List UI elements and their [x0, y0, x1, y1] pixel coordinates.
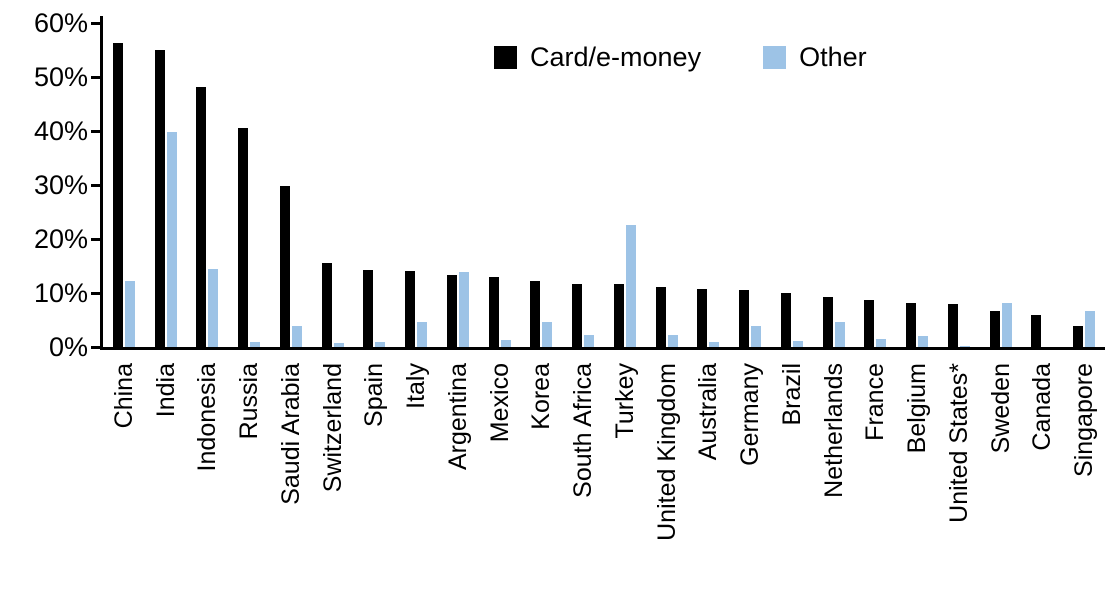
- bar-card-e-money: [363, 270, 374, 347]
- bar-other: [625, 225, 636, 347]
- x-axis-label: United Kingdom: [652, 363, 681, 541]
- bar-other: [792, 341, 803, 347]
- bar-card-e-money: [1031, 315, 1042, 347]
- bar-card-e-money: [613, 284, 624, 347]
- x-axis-label: Sweden: [986, 363, 1015, 454]
- bar-card-e-money: [572, 284, 583, 347]
- y-tick-label: 30%: [33, 170, 88, 200]
- bar-card-e-money: [739, 290, 750, 347]
- y-tick-label: 60%: [33, 8, 88, 38]
- x-axis-label: Saudi Arabia: [276, 363, 305, 505]
- legend: Card/e-money Other: [494, 42, 867, 73]
- y-tick: [91, 21, 101, 25]
- y-tick: [91, 183, 101, 187]
- bar-other: [417, 322, 428, 347]
- x-axis-label: Australia: [694, 363, 723, 461]
- x-axis-label: Indonesia: [193, 363, 222, 472]
- bar-card-e-money: [864, 300, 875, 347]
- legend-item-card-e-money: Card/e-money: [494, 42, 701, 73]
- x-axis-label: Canada: [1028, 363, 1057, 451]
- bar-card-e-money: [1073, 326, 1084, 347]
- bar-card-e-money: [238, 128, 249, 347]
- bar-card-e-money: [196, 87, 207, 347]
- bar-other: [375, 342, 386, 347]
- bar-other: [166, 132, 177, 347]
- bar-card-e-money: [822, 297, 833, 347]
- y-tick: [91, 291, 101, 295]
- bar-other: [876, 339, 887, 347]
- x-axis-label: France: [861, 363, 890, 441]
- bar-card-e-money: [530, 281, 541, 347]
- legend-label-card-e-money: Card/e-money: [530, 42, 702, 72]
- bar-other: [959, 346, 970, 347]
- legend-label-other: Other: [799, 42, 867, 72]
- y-tick-label: 20%: [33, 224, 88, 254]
- x-axis-label: Turkey: [610, 363, 639, 439]
- y-tick-label: 40%: [33, 116, 88, 146]
- bar-other: [500, 340, 511, 347]
- bar-other: [834, 322, 845, 347]
- x-axis-label: Russia: [235, 363, 264, 440]
- bar-card-e-money: [321, 263, 332, 347]
- x-axis-label: United States*: [944, 363, 973, 523]
- y-tick: [91, 237, 101, 241]
- x-axis-label: Argentina: [443, 363, 472, 471]
- x-axis-label: Switzerland: [318, 363, 347, 493]
- x-axis-label: South Africa: [569, 363, 598, 498]
- x-axis-label: Italy: [402, 363, 431, 409]
- x-axis-label: Mexico: [485, 363, 514, 443]
- bar-card-e-money: [655, 287, 666, 347]
- bar-other: [918, 336, 929, 347]
- bar-card-e-money: [405, 271, 416, 347]
- bar-other: [751, 326, 762, 347]
- bar-other: [1001, 303, 1012, 347]
- bar-card-e-money: [906, 303, 917, 347]
- x-axis-label: Spain: [360, 363, 389, 427]
- bar-card-e-money: [488, 277, 499, 347]
- x-axis-label: Brazil: [777, 363, 806, 426]
- x-axis-label: Singapore: [1070, 363, 1099, 477]
- legend-item-other: Other: [763, 42, 867, 73]
- bar-other: [458, 272, 469, 347]
- bar-other: [250, 342, 261, 347]
- bar-other: [333, 343, 344, 347]
- y-tick: [91, 75, 101, 79]
- bar-other: [584, 335, 595, 347]
- y-tick-label: 0%: [48, 332, 88, 362]
- y-tick-label: 50%: [33, 62, 88, 92]
- y-tick-label: 10%: [33, 278, 88, 308]
- x-axis-label: Belgium: [903, 363, 932, 454]
- bar-other: [208, 269, 219, 347]
- bar-card-e-money: [154, 50, 165, 347]
- x-axis-label: Germany: [736, 363, 765, 466]
- bar-card-e-money: [697, 289, 708, 347]
- bar-other: [667, 335, 678, 347]
- bar-card-e-money: [780, 293, 791, 347]
- x-axis-label: China: [109, 363, 138, 429]
- bar-card-e-money: [446, 275, 457, 347]
- bar-other: [542, 322, 553, 347]
- bar-other: [124, 281, 135, 347]
- bar-other: [709, 342, 720, 347]
- bar-card-e-money: [989, 311, 1000, 347]
- plot-area: [100, 23, 1105, 350]
- y-axis-line: [100, 16, 103, 350]
- x-axis-label: Netherlands: [819, 363, 848, 498]
- bar-other: [1085, 311, 1096, 347]
- x-axis-label: Korea: [527, 363, 556, 430]
- x-axis-label: India: [151, 363, 180, 418]
- y-tick: [91, 129, 101, 133]
- other-swatch-icon: [763, 46, 787, 69]
- y-tick: [91, 345, 101, 349]
- card-e-money-swatch-icon: [494, 46, 517, 69]
- bar-card-e-money: [279, 186, 290, 347]
- bar-card-e-money: [947, 304, 958, 347]
- bar-card-e-money: [112, 43, 123, 347]
- bar-other: [291, 326, 302, 347]
